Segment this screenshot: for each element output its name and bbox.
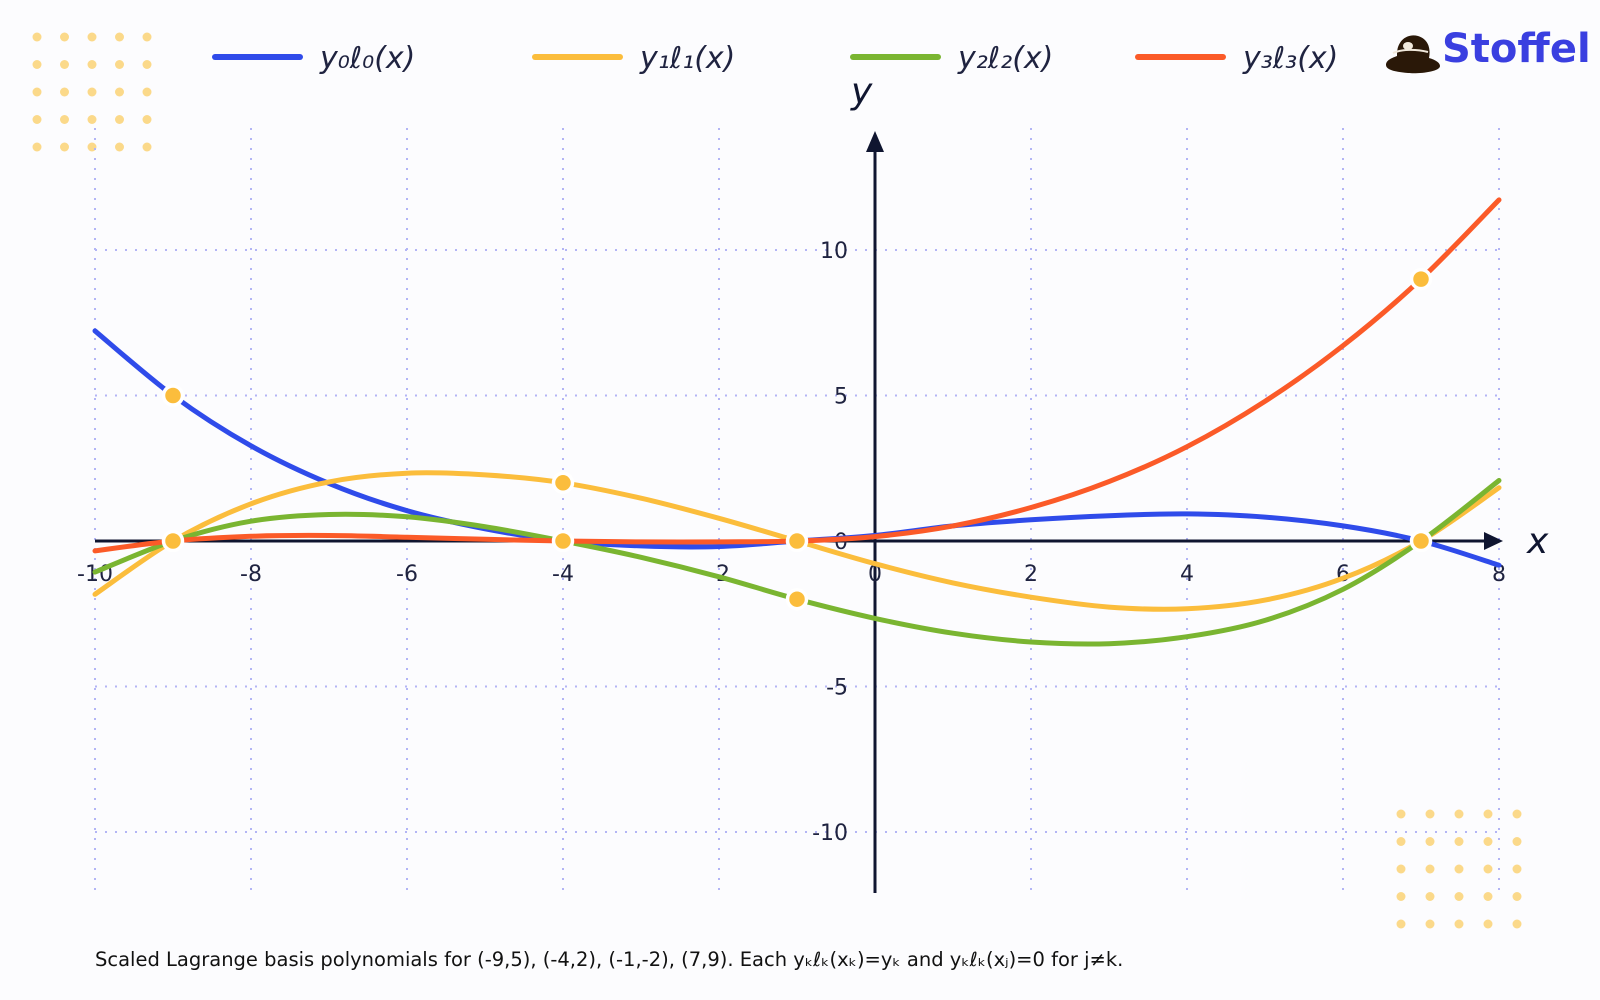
node-point	[551, 471, 575, 495]
legend-label: y₃ℓ₃(x)	[1242, 41, 1338, 76]
series-line-2	[92, 478, 1502, 647]
decor-dot	[32, 115, 42, 124]
y-tick-label: -10	[812, 821, 848, 846]
x-tick-label: -6	[396, 562, 418, 587]
decor-dot	[1512, 837, 1522, 846]
series-curves	[92, 197, 1502, 647]
y-tick-label: 5	[834, 385, 848, 410]
decor-dot	[60, 142, 69, 152]
decor-dot	[1512, 809, 1522, 819]
node-point	[785, 529, 809, 553]
decor-dot	[1483, 892, 1493, 901]
decor-dot	[1425, 809, 1435, 819]
decor-dot	[32, 142, 42, 152]
decor-dot	[60, 87, 69, 97]
chart-caption: Scaled Lagrange basis polynomials for (-…	[95, 948, 1124, 971]
decor-dot	[1454, 809, 1464, 819]
decor-dot	[1396, 837, 1406, 846]
decor-dot	[1454, 919, 1464, 929]
dot-decoration	[32, 32, 1522, 929]
decor-dot	[1512, 864, 1522, 874]
decor-dot	[1396, 919, 1406, 929]
decor-dot	[32, 87, 42, 97]
brand-name: Stoffel	[1442, 26, 1591, 72]
legend-label: y₀ℓ₀(x)	[319, 41, 415, 76]
decor-dot	[1425, 892, 1435, 901]
decor-dot	[1483, 837, 1493, 846]
decor-dot	[1483, 919, 1493, 929]
y-tick-label: 10	[820, 239, 848, 264]
decor-dot	[1425, 837, 1435, 846]
decor-dot	[60, 32, 69, 42]
decor-dot	[1396, 864, 1406, 874]
decor-dot	[142, 87, 152, 97]
decor-dot	[1396, 809, 1406, 819]
legend-label: y₁ℓ₁(x)	[639, 41, 735, 76]
node-point	[1409, 267, 1433, 291]
y-tick-label: -5	[826, 676, 848, 701]
decor-dot	[1454, 892, 1464, 901]
x-tick-label: -4	[552, 562, 574, 587]
decor-dot	[142, 60, 152, 69]
x-tick-label: -8	[240, 562, 262, 587]
x-tick-label: 8	[1492, 562, 1506, 587]
decor-dot	[1396, 892, 1406, 901]
decor-dot	[142, 115, 152, 124]
decor-dot	[115, 87, 124, 97]
decor-dot	[1483, 864, 1493, 874]
node-point	[551, 529, 575, 553]
decor-dot	[87, 60, 97, 69]
decor-dot	[1454, 837, 1464, 846]
y-axis-label: y	[850, 71, 873, 112]
decor-dot	[115, 60, 124, 69]
hat-mascot-icon	[1386, 35, 1440, 74]
node-point	[161, 384, 185, 407]
x-axis-label: x	[1526, 521, 1549, 562]
node-point	[161, 529, 185, 553]
x-tick-label: 2	[1024, 562, 1038, 587]
decor-dot	[142, 142, 152, 152]
decor-dot	[60, 115, 69, 124]
decor-dot	[1512, 919, 1522, 929]
brand-logo: Stoffel	[1386, 26, 1591, 74]
decor-dot	[60, 60, 69, 69]
x-axis-arrow	[1484, 532, 1503, 550]
decor-dot	[115, 142, 124, 152]
node-point	[1409, 529, 1433, 553]
decor-dot	[32, 60, 42, 69]
decor-dot	[115, 115, 124, 124]
node-point	[785, 587, 809, 611]
decor-dot	[87, 142, 97, 152]
decor-dot	[1454, 864, 1464, 874]
series-line-3	[92, 197, 1502, 554]
chart-grid	[94, 128, 1500, 893]
decor-dot	[1425, 919, 1435, 929]
x-tick-label: 4	[1180, 562, 1194, 587]
legend-label: y₂ℓ₂(x)	[957, 41, 1053, 76]
decor-dot	[1425, 864, 1435, 874]
decor-dot	[87, 87, 97, 97]
decor-dot	[1512, 892, 1522, 901]
decor-dot	[32, 32, 42, 42]
decor-dot	[1483, 809, 1493, 819]
decor-dot	[142, 32, 152, 42]
x-tick-label: 0	[868, 562, 882, 587]
legend: y₀ℓ₀(x) y₁ℓ₁(x) y₂ℓ₂(x) y₃ℓ₃(x)	[212, 41, 1338, 76]
decor-dot	[115, 32, 124, 42]
chart-axes: xy	[95, 71, 1549, 893]
y-axis-arrow	[866, 131, 884, 152]
node-points	[161, 267, 1433, 611]
decor-dot	[87, 115, 97, 124]
decor-dot	[87, 32, 97, 42]
